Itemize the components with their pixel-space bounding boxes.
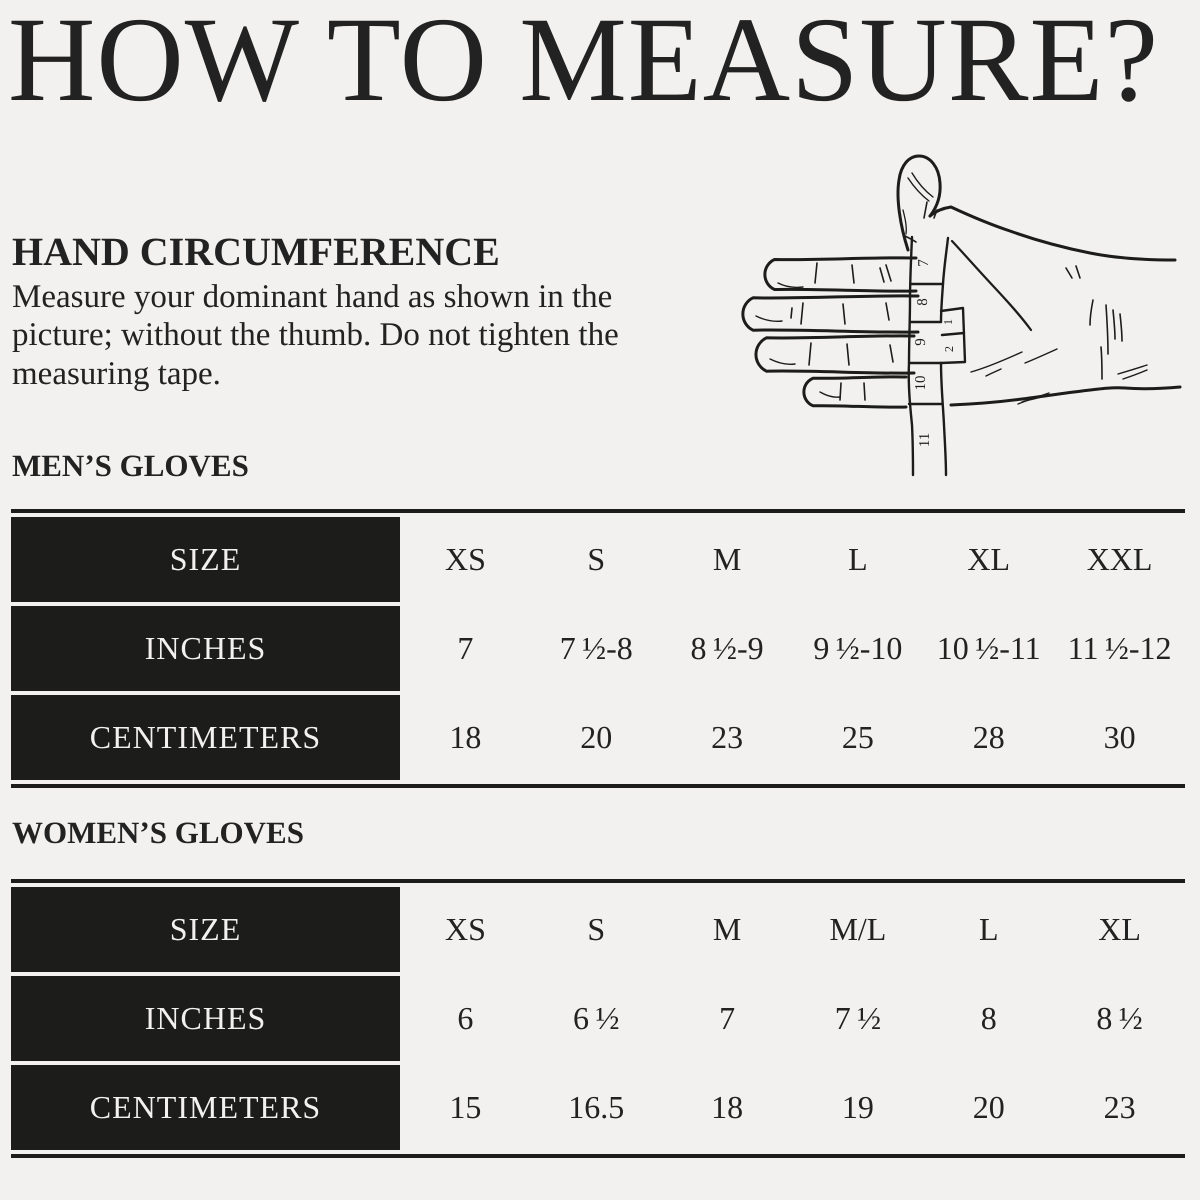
svg-text:10: 10 [913,376,929,391]
svg-text:2: 2 [942,346,956,352]
svg-text:1: 1 [941,319,955,325]
svg-text:11: 11 [917,433,933,447]
svg-text:8: 8 [915,298,931,306]
svg-text:7: 7 [916,259,932,267]
svg-text:9: 9 [913,338,929,346]
